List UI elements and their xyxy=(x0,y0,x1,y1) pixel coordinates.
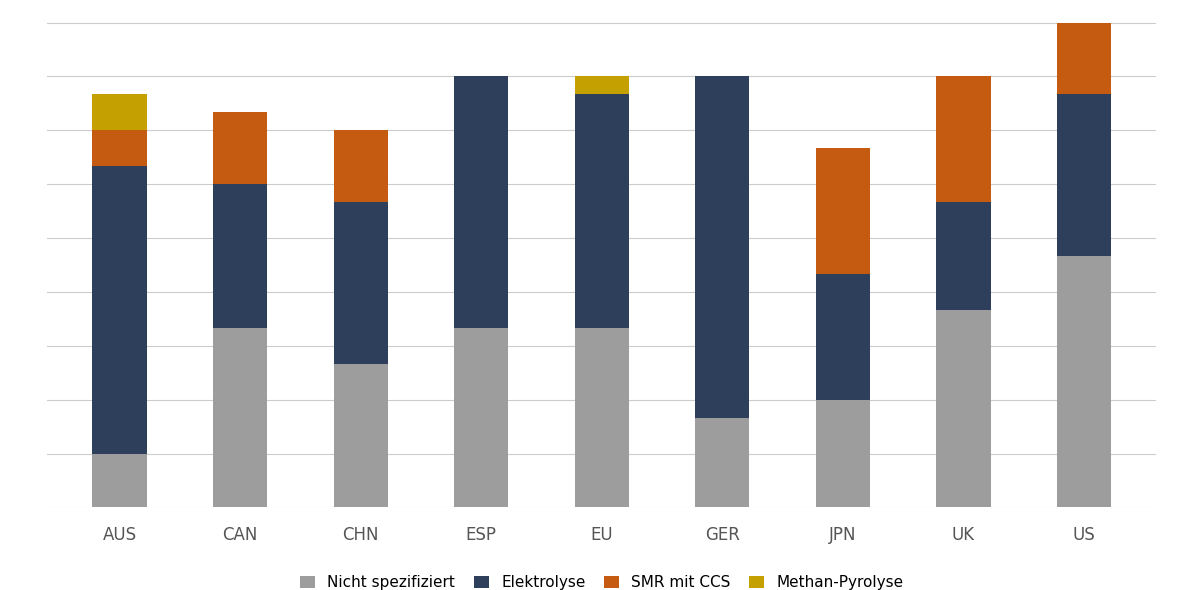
Bar xyxy=(815,399,870,507)
Bar xyxy=(334,202,388,364)
Bar xyxy=(695,77,749,418)
Bar xyxy=(815,274,870,399)
Bar xyxy=(454,328,509,507)
Bar xyxy=(1057,256,1112,507)
Bar xyxy=(937,202,991,310)
Bar xyxy=(1057,94,1112,256)
Bar xyxy=(92,454,146,507)
Bar xyxy=(1057,22,1112,94)
Bar xyxy=(575,77,629,94)
Bar xyxy=(937,77,991,202)
Bar xyxy=(212,184,267,328)
Bar xyxy=(575,94,629,328)
Bar xyxy=(92,130,146,166)
Bar xyxy=(92,94,146,130)
Bar xyxy=(334,364,388,507)
Bar xyxy=(454,77,509,328)
Legend: Nicht spezifiziert, Elektrolyse, SMR mit CCS, Methan-Pyrolyse: Nicht spezifiziert, Elektrolyse, SMR mit… xyxy=(294,569,910,590)
Bar xyxy=(575,328,629,507)
Bar xyxy=(92,166,146,454)
Bar xyxy=(212,328,267,507)
Bar xyxy=(815,148,870,274)
Bar xyxy=(212,112,267,184)
Bar xyxy=(937,310,991,507)
Bar xyxy=(334,130,388,202)
Bar xyxy=(695,418,749,507)
